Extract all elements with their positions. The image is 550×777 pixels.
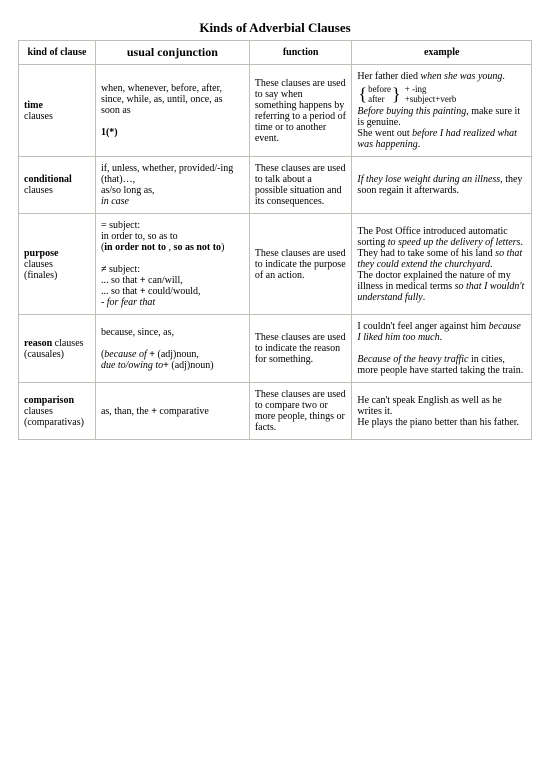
conj-text: if, unless, whether, provided/-ing (that… <box>101 163 244 185</box>
kind-name: comparison <box>24 395 74 406</box>
ex: . <box>490 259 493 270</box>
kind-cell: time clauses <box>19 65 96 157</box>
conj-text: due to/owing to+ (adj)noun) <box>101 360 244 371</box>
kind-cell: conditional clauses <box>19 157 96 214</box>
conj-text: when, whenever, before, after, since, wh… <box>101 83 244 116</box>
row-reason: reason clauses (causales) because, since… <box>19 315 532 383</box>
kind-sub: clauses <box>24 406 53 417</box>
example-cell: If they lose weight during an illness, t… <box>352 157 532 214</box>
table-header-row: kind of clause usual conjunction functio… <box>19 41 532 65</box>
func-cell: These clauses are used to say when somet… <box>249 65 352 157</box>
ex: I couldn't feel anger against him <box>357 321 488 332</box>
conj-text: in case <box>101 196 244 207</box>
col-conjunction: usual conjunction <box>95 41 249 65</box>
ex: She went out <box>357 128 412 139</box>
func-cell: These clauses are used to indicate the r… <box>249 315 352 383</box>
brace-label: before <box>368 84 391 94</box>
example-cell: Her father died when she was young. { be… <box>352 65 532 157</box>
ex: . <box>440 332 443 343</box>
conj-cell: as, than, the + comparative <box>95 383 249 440</box>
ex: He plays the piano better than his fathe… <box>357 417 519 428</box>
kind-sub: (finales) <box>24 270 57 281</box>
row-comparison: comparison clauses (comparativas) as, th… <box>19 383 532 440</box>
func-cell: These clauses are used to indicate the p… <box>249 214 352 315</box>
kind-sub: clauses <box>24 111 53 122</box>
conj-text: in order to, so as to <box>101 231 244 242</box>
ex: . <box>423 292 426 303</box>
kind-name: time <box>24 100 43 111</box>
conj-text: = subject: <box>101 220 244 231</box>
ex: If they lose weight during an illness <box>357 174 500 185</box>
kind-cell: purpose clauses (finales) <box>19 214 96 315</box>
row-conditional: conditional clauses if, unless, whether,… <box>19 157 532 214</box>
kind-sub: (comparativas) <box>24 417 84 428</box>
example-cell: The Post Office introduced automatic sor… <box>352 214 532 315</box>
conj-text: because, since, as, <box>101 327 244 338</box>
ex: to speed up the delivery of letters <box>388 237 521 248</box>
ex: . <box>418 139 421 150</box>
kind-name: purpose <box>24 248 58 259</box>
conj-note: 1(*) <box>101 127 244 138</box>
conj-text: - for fear that <box>101 297 244 308</box>
brace-label: after <box>368 94 391 104</box>
ex: when she was young <box>420 71 502 82</box>
kind-name: reason <box>24 338 55 349</box>
ex: . <box>520 237 523 248</box>
page-title: Kinds of Adverbial Clauses <box>18 20 532 36</box>
brace-label: +subject+verb <box>405 94 457 104</box>
kind-sub: (causales) <box>24 349 64 360</box>
conj-text: (in order not to , so as not to) <box>101 242 244 253</box>
ex: Before buying this painting <box>357 106 466 117</box>
kind-sub: clauses <box>24 259 53 270</box>
row-time: time clauses when, whenever, before, aft… <box>19 65 532 157</box>
col-example: example <box>352 41 532 65</box>
brace-construct: { before after } + -ing +subject+verb <box>357 84 526 104</box>
func-cell: These clauses are used to compare two or… <box>249 383 352 440</box>
col-function: function <box>249 41 352 65</box>
conj-cell: because, since, as, (because of + (adj)n… <box>95 315 249 383</box>
open-brace-icon: { <box>357 87 368 101</box>
conj-cell: = subject: in order to, so as to (in ord… <box>95 214 249 315</box>
ex: They had to take some of his land <box>357 248 495 259</box>
kind-cell: comparison clauses (comparativas) <box>19 383 96 440</box>
conj-text: ≠ subject: <box>101 264 244 275</box>
ex: He can't speak English as well as he wri… <box>357 395 501 417</box>
clauses-table: kind of clause usual conjunction functio… <box>18 40 532 440</box>
kind-name: conditional <box>24 174 72 185</box>
conj-text: ... so that + could/would, <box>101 286 244 297</box>
row-purpose: purpose clauses (finales) = subject: in … <box>19 214 532 315</box>
close-brace-icon: } <box>391 87 402 101</box>
conj-text: ... so that + can/will, <box>101 275 244 286</box>
ex: . <box>502 71 505 82</box>
conj-text: as/so long as, <box>101 185 244 196</box>
col-kind: kind of clause <box>19 41 96 65</box>
ex: Her father died <box>357 71 420 82</box>
kind-sub: clauses <box>55 338 84 349</box>
kind-sub: clauses <box>24 185 53 196</box>
conj-text: (because of + (adj)noun, <box>101 349 244 360</box>
kind-cell: reason clauses (causales) <box>19 315 96 383</box>
example-cell: He can't speak English as well as he wri… <box>352 383 532 440</box>
ex: Because of the heavy traffic <box>357 354 468 365</box>
example-cell: I couldn't feel anger against him becaus… <box>352 315 532 383</box>
func-cell: These clauses are used to talk about a p… <box>249 157 352 214</box>
brace-label: + -ing <box>405 84 457 94</box>
conj-cell: if, unless, whether, provided/-ing (that… <box>95 157 249 214</box>
conj-cell: when, whenever, before, after, since, wh… <box>95 65 249 157</box>
